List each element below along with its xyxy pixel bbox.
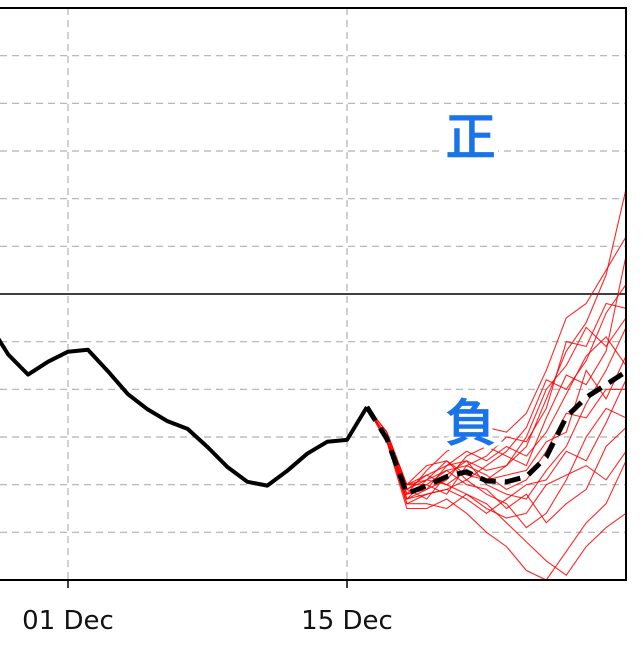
grid bbox=[0, 8, 626, 580]
ensemble-member-line bbox=[366, 406, 627, 581]
ensemble-members bbox=[366, 188, 627, 581]
ensemble-member-line bbox=[366, 188, 627, 500]
ensemble-member-line bbox=[366, 406, 627, 519]
ensemble-member-line bbox=[366, 355, 627, 491]
annotation-positive: 正 bbox=[446, 109, 496, 167]
ensemble-member-line bbox=[366, 388, 626, 495]
x-tick-label: 15 Dec bbox=[301, 606, 393, 636]
ensemble-mean-line bbox=[364, 369, 628, 497]
ensemble-member-line bbox=[366, 255, 627, 495]
ensemble-member-line bbox=[366, 336, 627, 486]
ensemble-member-line bbox=[366, 406, 627, 529]
ensemble-member-line bbox=[366, 379, 627, 514]
plot-frame bbox=[0, 7, 627, 581]
x-tick-label: 01 Dec bbox=[22, 606, 114, 636]
ensemble-member-line bbox=[366, 317, 627, 491]
annotation-negative: 負 bbox=[446, 395, 496, 453]
ensemble-member-line bbox=[366, 284, 627, 486]
observed-line bbox=[0, 337, 369, 488]
ensemble-member-line bbox=[366, 406, 627, 524]
ensemble-member-line bbox=[366, 236, 627, 496]
x-axis: 01 Dec 15 Dec bbox=[22, 580, 393, 636]
ensemble-member-line bbox=[366, 302, 627, 486]
